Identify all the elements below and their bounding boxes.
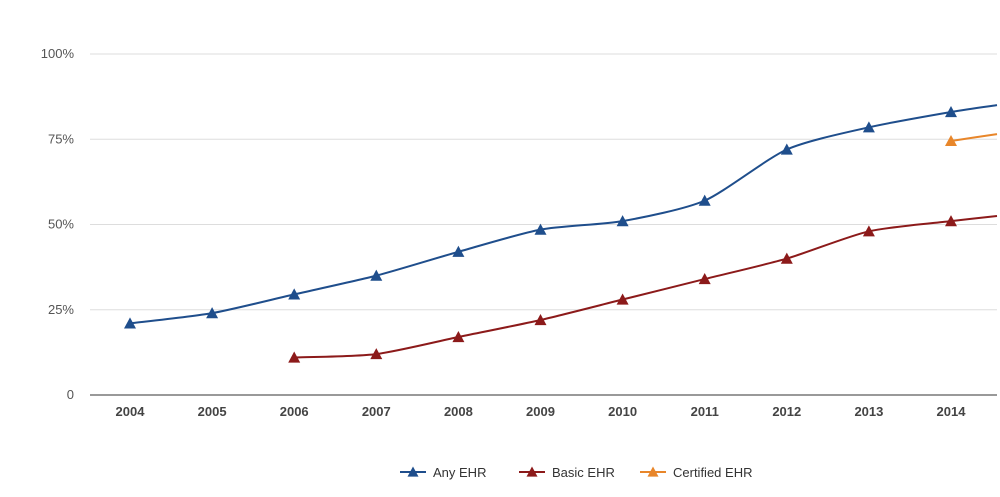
- legend-label: Certified EHR: [673, 465, 752, 480]
- data-point-marker: [288, 288, 301, 300]
- y-tick-label: 100%: [41, 46, 75, 61]
- series-any-ehr: [124, 104, 998, 329]
- x-tick-label: 2007: [362, 404, 391, 419]
- legend-label: Basic EHR: [552, 465, 615, 480]
- series-line: [294, 214, 998, 359]
- legend-triangle-icon: [526, 466, 538, 477]
- y-tick-label: 50%: [48, 217, 74, 232]
- series-line: [950, 133, 998, 142]
- data-point-marker: [945, 134, 957, 147]
- x-tick-label: 2012: [772, 404, 801, 419]
- series-line: [129, 104, 998, 325]
- legend-item[interactable]: Any EHR: [400, 465, 486, 480]
- data-point-marker: [945, 105, 957, 118]
- data-point-marker: [616, 293, 629, 305]
- data-point-marker: [616, 215, 629, 227]
- gridlines: [90, 53, 997, 396]
- legend-item[interactable]: Basic EHR: [519, 465, 615, 480]
- series-lines: [124, 104, 998, 363]
- y-tick-label: 25%: [48, 302, 74, 317]
- legend: Any EHR Basic EHR Certified EHR: [400, 465, 752, 480]
- x-axis: 2004 2005 2006 2007 2008 2009 2010 2011 2012 2013…: [116, 404, 967, 419]
- series-basic-ehr: [288, 214, 998, 363]
- data-point-marker: [370, 348, 383, 360]
- data-point-marker: [780, 143, 793, 155]
- y-axis: 0 25% 50% 75% 100%: [41, 46, 75, 402]
- x-tick-label: 2010: [608, 404, 637, 419]
- x-tick-label: 2005: [198, 404, 227, 419]
- x-tick-label: 2014: [937, 404, 967, 419]
- y-tick-label: 75%: [48, 131, 74, 146]
- data-point-marker: [452, 331, 465, 343]
- series-certified-ehr: [945, 133, 998, 147]
- x-tick-label: 2013: [854, 404, 883, 419]
- data-point-marker: [370, 269, 383, 281]
- x-tick-label: 2009: [526, 404, 555, 419]
- legend-triangle-icon: [647, 466, 659, 477]
- data-point-marker: [862, 225, 875, 237]
- data-point-marker: [534, 223, 547, 235]
- data-point-marker: [862, 121, 875, 133]
- data-point-marker: [945, 215, 957, 227]
- legend-item[interactable]: Certified EHR: [640, 465, 752, 480]
- data-point-marker: [698, 194, 711, 206]
- x-tick-label: 2004: [116, 404, 146, 419]
- y-tick-label: 0: [67, 387, 74, 402]
- data-point-marker: [288, 351, 301, 363]
- data-point-marker: [534, 313, 547, 326]
- x-tick-label: 2006: [280, 404, 309, 419]
- x-tick-label: 2011: [691, 404, 719, 419]
- legend-triangle-icon: [407, 466, 419, 477]
- data-point-marker: [698, 273, 711, 285]
- legend-label: Any EHR: [433, 465, 486, 480]
- data-point-marker: [452, 245, 465, 257]
- x-tick-label: 2008: [444, 404, 473, 419]
- data-point-marker: [206, 307, 219, 319]
- data-point-marker: [780, 252, 793, 264]
- data-point-marker: [124, 317, 136, 329]
